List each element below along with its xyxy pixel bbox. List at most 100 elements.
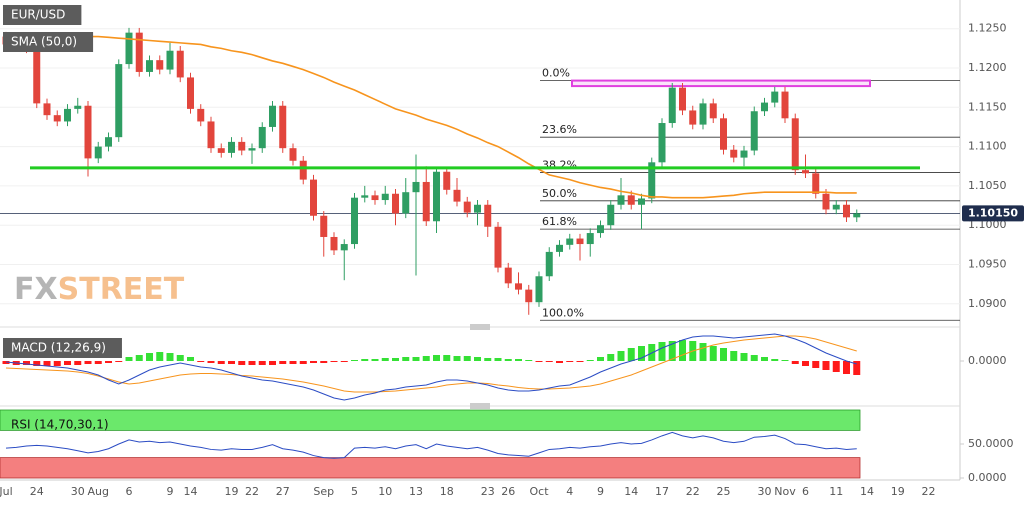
watermark-part: STREET	[58, 272, 185, 307]
macd-histogram-bar	[515, 359, 522, 361]
x-tick-label: 22	[922, 485, 936, 498]
macd-histogram-bar	[238, 361, 246, 365]
x-tick-label: Aug	[88, 485, 109, 498]
candle-body	[64, 108, 71, 122]
candle-body	[392, 193, 399, 214]
macd-histogram-bar	[504, 359, 512, 361]
candle-body	[135, 32, 143, 72]
macd-histogram-bar	[289, 361, 297, 364]
candle-body	[474, 204, 481, 213]
candle-body	[371, 195, 379, 201]
macd-histogram-bar	[638, 346, 645, 361]
x-tick-label: 25	[717, 485, 731, 498]
candle-body	[443, 171, 451, 190]
panel-tag-box	[3, 32, 94, 52]
macd-histogram-bar	[156, 352, 164, 361]
macd-histogram-bar	[166, 353, 174, 361]
x-tick-label: 24	[30, 485, 44, 498]
panel-tag: MACD (12,26,9)	[11, 341, 106, 355]
candle-body	[269, 105, 276, 127]
macd-histogram-bar	[125, 357, 133, 361]
candle-body	[607, 204, 615, 226]
candle-body	[597, 225, 604, 234]
last-price-box	[962, 205, 1024, 222]
macd-histogram-bar	[679, 340, 686, 361]
candle-body	[853, 213, 861, 218]
candle-body	[535, 276, 543, 303]
macd-histogram-bar	[340, 361, 348, 362]
y-tick-label: 1.0900	[968, 297, 1007, 310]
candle-body	[504, 267, 512, 284]
macd-histogram-bar	[176, 355, 184, 361]
macd-histogram-bar	[381, 358, 389, 361]
macd-histogram-bar	[463, 356, 471, 361]
x-tick-label: 5	[351, 485, 358, 498]
macd-histogram-bar	[422, 356, 430, 361]
candle-body	[720, 118, 727, 150]
candle-body	[310, 179, 317, 216]
macd-histogram-bar	[43, 361, 51, 366]
x-tick-label: 30	[758, 485, 772, 498]
macd-histogram-bar	[94, 361, 102, 364]
candle-body	[566, 238, 574, 245]
macd-histogram-bar	[53, 361, 61, 366]
candle-body	[556, 244, 563, 252]
y-tick-label: 1.1250	[968, 22, 1007, 35]
macd-histogram-bar	[791, 361, 799, 364]
candle-body	[125, 32, 133, 65]
macd-histogram-bar	[843, 361, 850, 374]
x-tick-label: 4	[566, 485, 573, 498]
rsi-overbought-band	[0, 409, 861, 431]
candle-body	[176, 50, 184, 78]
candle-body	[187, 77, 194, 109]
x-tick-label: 22	[245, 485, 259, 498]
macd-histogram-bar	[545, 361, 553, 362]
candle-body	[689, 110, 697, 125]
candle-body	[668, 87, 676, 124]
macd-histogram-bar	[822, 361, 830, 370]
macd-histogram-bar	[812, 361, 820, 368]
macd-histogram-bar	[351, 360, 358, 361]
macd-histogram-bar	[586, 360, 594, 361]
macd-histogram-bar	[617, 351, 625, 361]
candle-body	[84, 105, 92, 159]
candle-body	[33, 48, 41, 104]
candle-body	[638, 198, 645, 205]
candle-body	[699, 103, 707, 125]
panel-tag-box	[3, 338, 122, 358]
x-tick-label: 27	[276, 485, 290, 498]
macd-histogram-bar	[207, 361, 215, 363]
x-tick-label: 6	[126, 485, 133, 498]
macd-histogram-bar	[443, 355, 451, 361]
x-tick-label: 9	[167, 485, 174, 498]
candle-body	[791, 118, 799, 171]
candle-body	[484, 204, 492, 227]
macd-histogram-bar	[525, 360, 533, 361]
macd-histogram-bar	[228, 361, 235, 364]
macd-histogram-bar	[392, 358, 399, 361]
macd-histogram-bar	[802, 361, 809, 366]
candle-body	[207, 121, 215, 149]
macd-histogram-bar	[402, 357, 410, 361]
macd-histogram-bar	[33, 361, 41, 366]
candle-body	[115, 64, 123, 138]
macd-histogram-bar	[597, 357, 604, 361]
macd-histogram-bar	[832, 361, 840, 372]
x-tick-label: Sep	[313, 485, 334, 498]
candle-body	[576, 238, 584, 245]
candle-body	[351, 197, 358, 245]
macd-histogram-bar	[720, 348, 727, 361]
macd-histogram-bar	[484, 358, 492, 361]
x-tick-label: 22	[686, 485, 700, 498]
macd-histogram-bar	[330, 361, 338, 362]
candle-body	[525, 289, 533, 303]
panel-grip[interactable]	[470, 324, 490, 330]
macd-histogram-bar	[64, 361, 71, 365]
y-tick-label: 1.1000	[968, 218, 1007, 231]
macd-histogram-bar	[217, 361, 225, 364]
candle-body	[433, 171, 440, 222]
panel-grip[interactable]	[470, 403, 490, 409]
panel-tag-box	[3, 5, 82, 25]
candle-body	[412, 181, 420, 193]
